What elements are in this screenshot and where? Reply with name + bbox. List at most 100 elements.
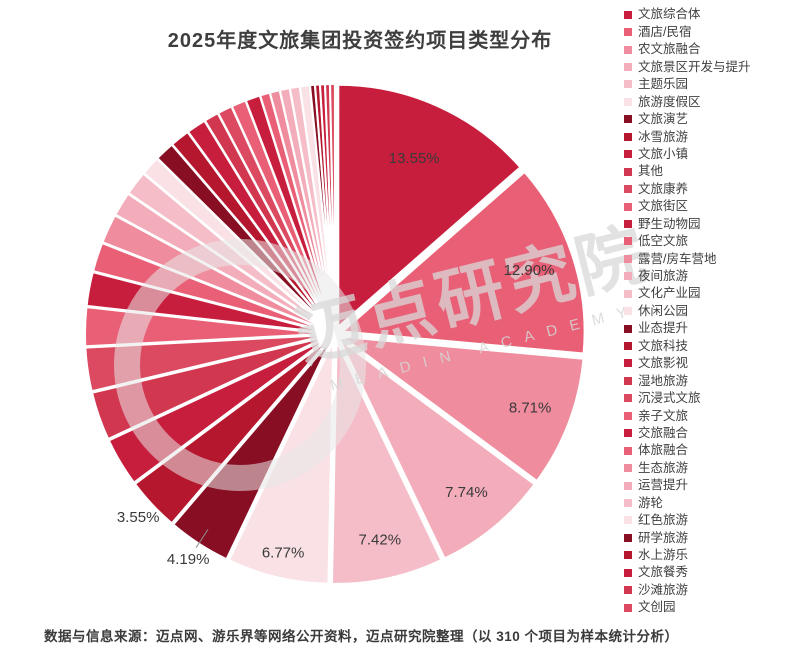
legend-item: 湿地旅游 xyxy=(624,372,798,389)
legend-swatch xyxy=(624,533,632,542)
legend-label: 沙滩旅游 xyxy=(638,582,689,597)
legend-label: 沉浸式文旅 xyxy=(638,391,701,406)
legend-label: 文化产业园 xyxy=(638,286,701,301)
legend-swatch xyxy=(624,10,632,19)
legend-item: 文旅街区 xyxy=(624,198,798,215)
legend-swatch xyxy=(624,603,632,612)
legend-swatch xyxy=(624,132,632,141)
legend-label: 交旅融合 xyxy=(638,425,689,440)
legend-swatch xyxy=(624,342,632,351)
legend-swatch xyxy=(624,167,632,176)
legend-swatch xyxy=(624,45,632,54)
legend-label: 文旅科技 xyxy=(638,338,689,353)
legend-swatch xyxy=(624,394,632,403)
slice-percent-label: 12.90% xyxy=(504,262,555,279)
legend-item: 低空文旅 xyxy=(624,233,798,250)
legend-item: 旅游度假区 xyxy=(624,93,798,110)
legend-swatch xyxy=(624,237,632,246)
legend-item: 夜间旅游 xyxy=(624,268,798,285)
legend-label: 休闲公园 xyxy=(638,303,689,318)
legend: 文旅综合体酒店/民宿农文旅融合文旅景区开发与提升 主题乐园旅游度假区文旅演艺冰雪旅… xyxy=(624,6,798,616)
legend-swatch xyxy=(624,586,632,595)
legend-swatch xyxy=(624,481,632,490)
legend-item: 酒店/民宿 xyxy=(624,23,798,40)
legend-label: 文旅小镇 xyxy=(638,146,689,161)
legend-item: 文旅小镇 xyxy=(624,146,798,163)
legend-swatch xyxy=(624,202,632,211)
legend-label: 主题乐园 xyxy=(638,77,689,92)
legend-label: 湿地旅游 xyxy=(638,373,689,388)
legend-label: 生态旅游 xyxy=(638,460,689,475)
legend-swatch xyxy=(624,219,632,228)
legend-swatch xyxy=(624,359,632,368)
legend-label: 冰雪旅游 xyxy=(638,129,689,144)
legend-swatch xyxy=(624,63,632,72)
legend-item: 文旅康养 xyxy=(624,180,798,197)
pie-slice xyxy=(341,335,585,482)
legend-item: 其他 xyxy=(624,163,798,180)
legend-swatch xyxy=(624,97,632,106)
legend-swatch xyxy=(624,254,632,263)
legend-item: 沙滩旅游 xyxy=(624,581,798,598)
legend-swatch xyxy=(624,28,632,37)
legend-item: 休闲公园 xyxy=(624,302,798,319)
legend-item: 沉浸式文旅 xyxy=(624,390,798,407)
legend-label: 酒店/民宿 xyxy=(638,24,692,39)
legend-item: 文旅综合体 xyxy=(624,6,798,23)
legend-swatch xyxy=(624,551,632,560)
legend-swatch xyxy=(624,272,632,281)
slice-percent-label: 13.55% xyxy=(389,150,440,167)
legend-label: 亲子文旅 xyxy=(638,408,689,423)
legend-swatch xyxy=(624,324,632,333)
pie-slice xyxy=(339,339,536,560)
legend-swatch xyxy=(624,411,632,420)
legend-item: 游轮 xyxy=(624,494,798,511)
legend-label: 研学旅游 xyxy=(638,530,689,545)
legend-swatch xyxy=(624,150,632,159)
legend-item: 冰雪旅游 xyxy=(624,128,798,145)
pie-slice xyxy=(337,83,522,328)
legend-label: 体旅融合 xyxy=(638,443,689,458)
pie-slice xyxy=(84,334,329,393)
legend-swatch xyxy=(624,376,632,385)
legend-item: 文化产业园 xyxy=(624,285,798,302)
legend-swatch xyxy=(624,115,632,124)
legend-item: 文创园 xyxy=(624,599,798,616)
slice-percent-label: 7.74% xyxy=(445,484,488,501)
page-title: 2025年度文旅集团投资签约项目类型分布 xyxy=(167,30,553,52)
legend-label: 农文旅融合 xyxy=(638,42,701,57)
legend-item: 文旅景区开发与提升 xyxy=(624,58,798,75)
legend-item: 露营/房车营地 xyxy=(624,250,798,267)
legend-label: 文旅综合体 xyxy=(638,7,701,22)
legend-label: 文旅演艺 xyxy=(638,112,689,127)
legend-item: 红色旅游 xyxy=(624,512,798,529)
legend-label: 文旅餐秀 xyxy=(638,565,689,580)
legend-label: 水上游乐 xyxy=(638,548,689,563)
legend-item: 运营提升 xyxy=(624,477,798,494)
legend-label: 文旅影视 xyxy=(638,356,689,371)
pie-slice xyxy=(341,171,586,355)
legend-item: 主题乐园 xyxy=(624,76,798,93)
legend-label: 业态提升 xyxy=(638,321,689,336)
legend-label: 旅游度假区 xyxy=(638,94,701,109)
legend-label: 文旅景区开发与提升 xyxy=(638,59,751,74)
legend-item: 生态旅游 xyxy=(624,459,798,476)
legend-item: 文旅餐秀 xyxy=(624,564,798,581)
legend-item: 野生动物园 xyxy=(624,215,798,232)
legend-label: 露营/房车营地 xyxy=(638,251,717,266)
legend-item: 体旅融合 xyxy=(624,442,798,459)
source-note: 数据与信息来源：迈点网、游乐界等网络公开资料，迈点研究院整理（以 310 个项目… xyxy=(44,629,679,644)
legend-swatch xyxy=(624,289,632,298)
slice-labels: 13.55% 12.90% 8.71% 7.74% 7.42% 6.77% 4.19% 3.5… xyxy=(117,150,555,568)
legend-label: 文旅街区 xyxy=(638,199,689,214)
legend-swatch xyxy=(624,185,632,194)
legend-swatch xyxy=(624,464,632,473)
legend-label: 游轮 xyxy=(638,495,664,510)
legend-label: 文旅康养 xyxy=(638,181,689,196)
slice-percent-label: 3.55% xyxy=(117,509,160,526)
legend-swatch xyxy=(624,568,632,577)
slice-percent-label: 6.77% xyxy=(262,545,305,562)
legend-label: 其他 xyxy=(638,164,664,179)
legend-item: 文旅演艺 xyxy=(624,111,798,128)
